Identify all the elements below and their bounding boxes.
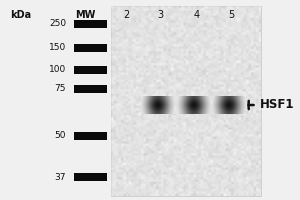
Bar [74, 173, 106, 181]
Text: HSF1: HSF1 [260, 98, 294, 112]
Text: 5: 5 [228, 10, 234, 20]
Text: 4: 4 [194, 10, 200, 20]
Bar [111, 6, 261, 196]
Text: 250: 250 [49, 20, 66, 28]
Text: 50: 50 [55, 132, 66, 140]
Bar [74, 132, 106, 140]
Bar [74, 85, 106, 93]
Text: 3: 3 [158, 10, 164, 20]
Text: 37: 37 [55, 172, 66, 182]
Bar [74, 20, 106, 28]
Text: 75: 75 [55, 84, 66, 93]
Bar [74, 66, 106, 74]
Text: 150: 150 [49, 44, 66, 52]
Text: kDa: kDa [11, 10, 32, 20]
Bar [74, 44, 106, 52]
Text: 100: 100 [49, 66, 66, 74]
Text: 2: 2 [123, 10, 129, 20]
Text: MW: MW [75, 10, 96, 20]
